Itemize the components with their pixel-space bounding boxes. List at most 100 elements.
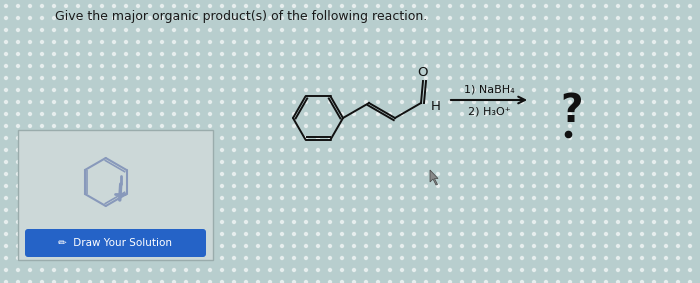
Circle shape: [52, 185, 55, 188]
Circle shape: [220, 113, 223, 115]
Circle shape: [293, 196, 295, 200]
Circle shape: [676, 125, 680, 128]
Circle shape: [652, 233, 655, 235]
Text: ✏  Draw Your Solution: ✏ Draw Your Solution: [59, 238, 172, 248]
Circle shape: [556, 280, 559, 283]
Circle shape: [545, 53, 547, 55]
Circle shape: [365, 113, 368, 115]
Circle shape: [652, 65, 655, 68]
Circle shape: [689, 160, 692, 164]
Circle shape: [136, 29, 139, 31]
Circle shape: [484, 136, 487, 140]
Circle shape: [377, 160, 379, 164]
Circle shape: [160, 76, 164, 80]
Circle shape: [232, 40, 235, 44]
Circle shape: [449, 209, 452, 211]
Circle shape: [640, 5, 643, 8]
Circle shape: [113, 256, 116, 260]
Circle shape: [340, 233, 344, 235]
Circle shape: [377, 89, 379, 91]
Circle shape: [113, 65, 116, 68]
Circle shape: [484, 245, 487, 248]
Circle shape: [185, 5, 188, 8]
Circle shape: [461, 53, 463, 55]
Circle shape: [136, 65, 139, 68]
Circle shape: [652, 220, 655, 224]
Circle shape: [29, 220, 32, 224]
Circle shape: [64, 173, 67, 175]
Circle shape: [676, 256, 680, 260]
Circle shape: [101, 5, 104, 8]
Circle shape: [652, 113, 655, 115]
Circle shape: [568, 53, 571, 55]
Circle shape: [316, 125, 319, 128]
Circle shape: [664, 16, 668, 20]
Circle shape: [113, 209, 116, 211]
Circle shape: [209, 5, 211, 8]
Circle shape: [652, 185, 655, 188]
Circle shape: [521, 173, 524, 175]
Circle shape: [113, 53, 116, 55]
Circle shape: [88, 136, 92, 140]
Circle shape: [412, 89, 416, 91]
Circle shape: [676, 160, 680, 164]
Circle shape: [101, 220, 104, 224]
Circle shape: [52, 256, 55, 260]
Circle shape: [580, 185, 584, 188]
Circle shape: [172, 53, 176, 55]
Circle shape: [197, 196, 199, 200]
Circle shape: [160, 233, 164, 235]
Circle shape: [676, 40, 680, 44]
Circle shape: [232, 185, 235, 188]
Circle shape: [568, 76, 571, 80]
FancyBboxPatch shape: [25, 229, 206, 257]
Circle shape: [17, 185, 20, 188]
Circle shape: [424, 89, 428, 91]
Circle shape: [41, 125, 43, 128]
Circle shape: [365, 160, 368, 164]
Circle shape: [125, 220, 127, 224]
Circle shape: [76, 220, 80, 224]
Circle shape: [508, 113, 512, 115]
Circle shape: [353, 76, 356, 80]
Circle shape: [17, 40, 20, 44]
Circle shape: [461, 185, 463, 188]
Circle shape: [473, 149, 475, 151]
Circle shape: [400, 209, 403, 211]
Circle shape: [328, 5, 332, 8]
Circle shape: [676, 280, 680, 283]
Circle shape: [496, 40, 500, 44]
Circle shape: [484, 256, 487, 260]
Circle shape: [101, 245, 104, 248]
Circle shape: [484, 233, 487, 235]
Circle shape: [640, 65, 643, 68]
Circle shape: [449, 220, 452, 224]
Circle shape: [41, 100, 43, 104]
Circle shape: [148, 65, 151, 68]
Circle shape: [664, 53, 668, 55]
Circle shape: [508, 40, 512, 44]
Circle shape: [232, 65, 235, 68]
Circle shape: [640, 113, 643, 115]
Circle shape: [496, 160, 500, 164]
Circle shape: [4, 256, 8, 260]
Circle shape: [185, 29, 188, 31]
Circle shape: [41, 5, 43, 8]
Circle shape: [545, 269, 547, 271]
Circle shape: [293, 89, 295, 91]
Circle shape: [113, 125, 116, 128]
Circle shape: [136, 160, 139, 164]
Circle shape: [76, 40, 80, 44]
Circle shape: [101, 65, 104, 68]
Circle shape: [424, 233, 428, 235]
Circle shape: [113, 245, 116, 248]
Circle shape: [316, 89, 319, 91]
Circle shape: [220, 89, 223, 91]
Circle shape: [64, 136, 67, 140]
Circle shape: [232, 220, 235, 224]
Circle shape: [580, 89, 584, 91]
Circle shape: [328, 256, 332, 260]
Circle shape: [220, 100, 223, 104]
Circle shape: [232, 29, 235, 31]
Circle shape: [689, 149, 692, 151]
